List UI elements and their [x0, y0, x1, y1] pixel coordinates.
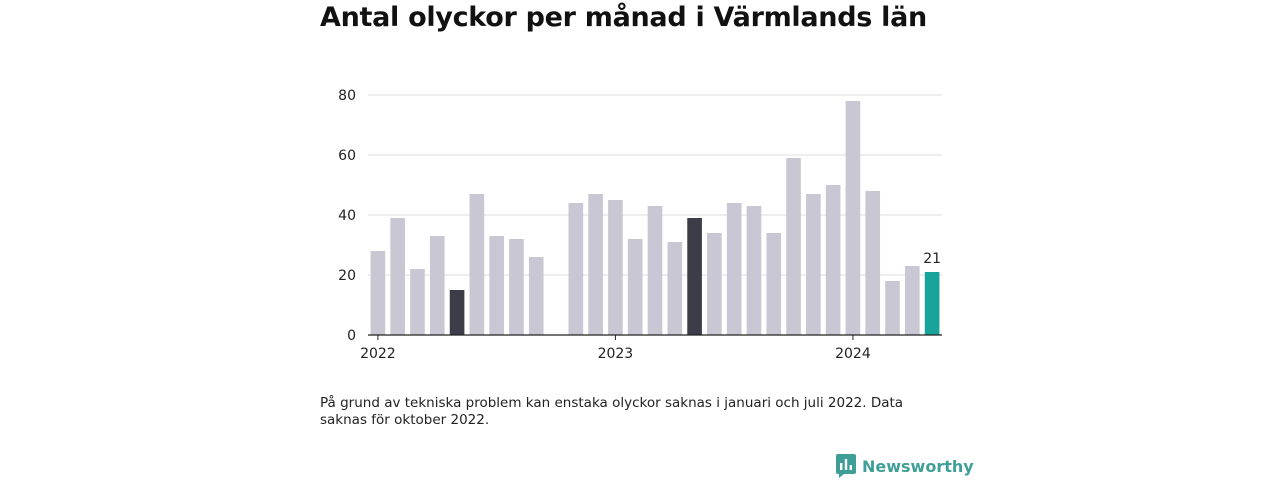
y-tick-label: 20	[338, 268, 356, 284]
x-tick-label: 2023	[598, 346, 634, 362]
bar	[647, 206, 663, 335]
bar	[667, 242, 683, 335]
bars	[370, 101, 940, 335]
bar	[588, 194, 603, 335]
newsworthy-logo-icon	[836, 454, 856, 478]
bar	[608, 200, 623, 335]
bar	[410, 269, 425, 335]
brand[interactable]: Newsworthy	[836, 454, 974, 478]
labels: 0 20 40 60 80 2022 2023 2024 21	[338, 88, 941, 362]
bar-chart: 0 20 40 60 80 2022 2023 2024 21	[338, 88, 942, 362]
bar	[469, 194, 485, 335]
bar	[885, 281, 900, 335]
bar	[429, 236, 445, 335]
y-tick-label: 0	[347, 328, 356, 344]
x-tick-label: 2024	[835, 346, 871, 362]
footnote: På grund av tekniska problem kan enstaka…	[320, 395, 904, 428]
brand-name[interactable]: Newsworthy	[862, 456, 974, 476]
y-tick-label: 40	[338, 208, 356, 224]
bar	[746, 206, 762, 335]
chart-title: Antal olyckor per månad i Värmlands län	[320, 2, 927, 33]
bar	[568, 203, 584, 335]
bar	[825, 185, 841, 335]
bar	[449, 290, 465, 335]
bar	[707, 233, 722, 335]
bar	[865, 191, 881, 335]
bar	[390, 218, 406, 335]
y-tick-label: 60	[338, 148, 356, 164]
y-tick-label: 80	[338, 88, 356, 104]
bar	[786, 158, 801, 335]
bar	[687, 218, 702, 335]
x-tick-label: 2022	[360, 346, 396, 362]
bar	[806, 194, 821, 335]
bar	[924, 272, 940, 335]
bar	[528, 257, 544, 335]
bar	[489, 236, 504, 335]
bar	[627, 239, 643, 335]
axes	[368, 334, 942, 340]
bar	[845, 101, 861, 335]
bar	[370, 251, 386, 335]
data-label: 21	[923, 251, 941, 267]
bar	[904, 266, 920, 335]
bar	[726, 203, 742, 335]
bar	[766, 233, 782, 335]
bar	[509, 239, 524, 335]
